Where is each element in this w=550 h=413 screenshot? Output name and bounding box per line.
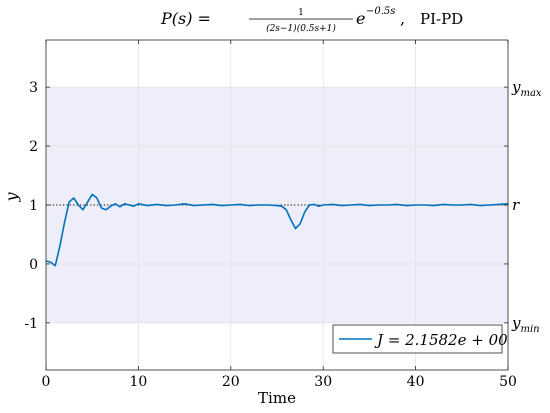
y-tick-label: 1 (29, 198, 38, 214)
x-tick-label: 0 (42, 374, 51, 390)
y-tick-label: 3 (29, 80, 38, 96)
title-denominator: (2s−1)(0.5s+1) (266, 23, 336, 34)
legend: J = 2.1582e + 00 (332, 324, 508, 354)
x-tick-label: 20 (222, 374, 240, 390)
x-tick-label: 40 (407, 374, 425, 390)
chart-title: P(s) = 1 (2s−1)(0.5s+1) e −0.5s , PI-PD (160, 6, 463, 34)
title-lhs: P(s) = (160, 9, 211, 28)
title-controller: PI-PD (420, 10, 463, 28)
series-line (45, 193, 509, 267)
ymin-label-main: y (511, 314, 521, 332)
x-tick-label: 10 (129, 374, 147, 390)
x-axis-label: Time (258, 389, 296, 407)
ymax-label: ymax (511, 78, 542, 99)
legend-text: J = 2.1582e + 00 (374, 331, 508, 349)
right-labels: ymax r ymin (511, 78, 542, 335)
title-exp-power: −0.5s (366, 6, 395, 17)
ticks: 0 10 20 30 40 50 -1 0 1 2 3 (24, 40, 517, 390)
y-axis-label: y (2, 192, 21, 203)
y-tick-label: -1 (24, 316, 38, 332)
title-separator: , (400, 9, 405, 28)
x-tick-label: 50 (499, 374, 517, 390)
title-numerator: 1 (298, 8, 304, 18)
y-tick-label: 0 (29, 257, 38, 273)
ymin-label-sub: min (520, 324, 539, 335)
y-tick-label: 2 (29, 139, 38, 155)
x-tick-label: 30 (314, 374, 332, 390)
ymin-label: ymin (511, 314, 540, 335)
reference-label: r (512, 196, 520, 214)
title-exp-base: e (356, 9, 365, 28)
ymax-label-main: y (511, 78, 521, 96)
ymax-label-sub: max (520, 88, 541, 99)
